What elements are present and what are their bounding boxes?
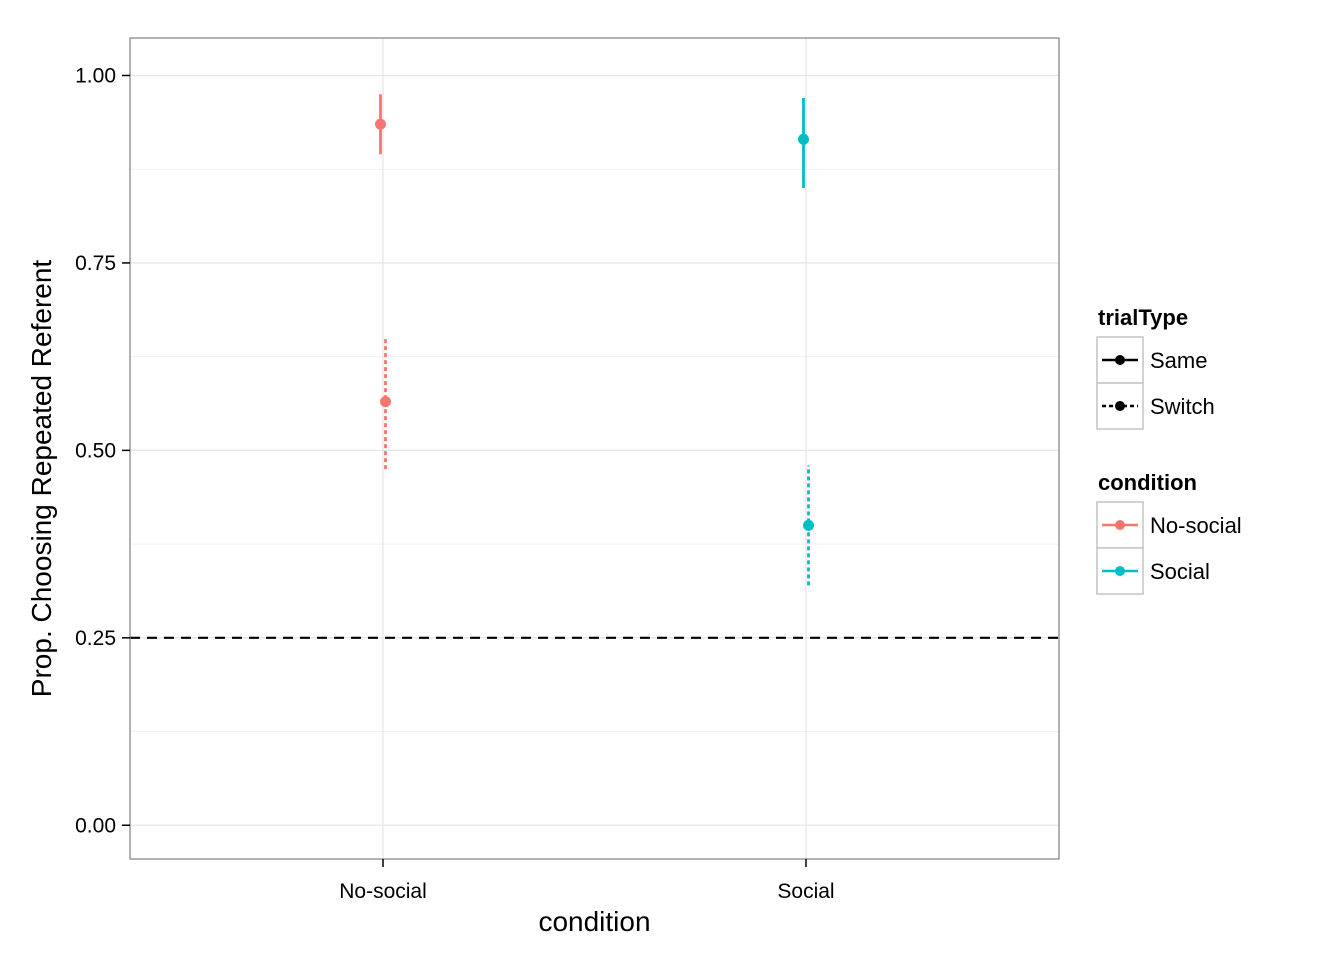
data-points (375, 94, 814, 586)
y-tick-label: 1.00 (75, 64, 116, 87)
y-tick-label: 0.50 (75, 439, 116, 462)
legend-key-point (1115, 520, 1125, 530)
y-tick-label: 0.75 (75, 252, 116, 275)
x-tick-label: No-social (339, 880, 427, 903)
data-point (803, 519, 814, 531)
y-tick-label: 0.00 (75, 814, 116, 837)
data-point (798, 133, 809, 145)
legend-key-point (1115, 566, 1125, 576)
legend-title: condition (1098, 470, 1197, 495)
y-tick-label: 0.25 (75, 627, 116, 650)
y-axis-title: Prop. Choosing Repeated Referent (26, 260, 57, 698)
legend-label: Social (1150, 559, 1210, 584)
x-axis-title: condition (538, 906, 650, 937)
legend-label: Same (1150, 348, 1207, 373)
legend-key-point (1115, 401, 1125, 411)
plot-panel-border (129, 37, 1060, 860)
axes: 0.00 0.25 0.50 0.75 1.00 No-social Social (75, 64, 834, 903)
legend-title: trialType (1098, 305, 1188, 330)
legend: trialType Same Switch condition No-social Soc… (1096, 305, 1242, 595)
x-tick-label: Social (777, 880, 834, 903)
legend-key-point (1115, 355, 1125, 365)
legend-label: No-social (1150, 513, 1242, 538)
data-point (375, 118, 386, 130)
data-point (380, 396, 391, 408)
grid (130, 38, 1059, 859)
legend-label: Switch (1150, 394, 1215, 419)
